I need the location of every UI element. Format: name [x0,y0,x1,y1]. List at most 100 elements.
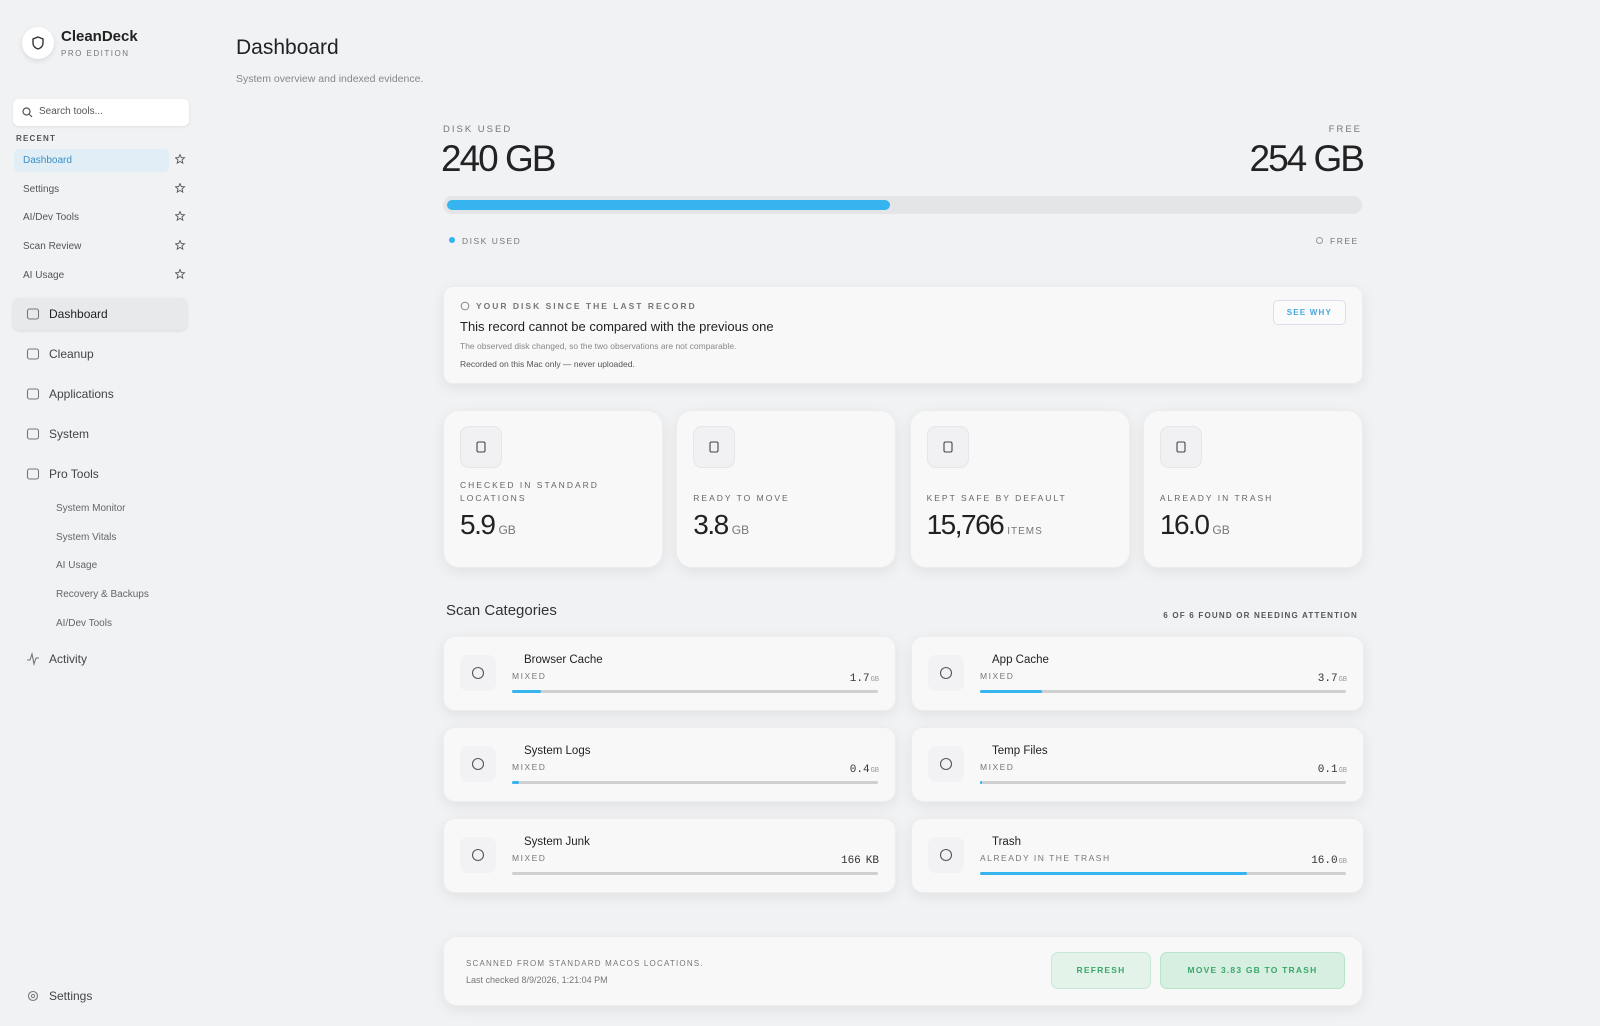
category-card[interactable]: App Cache MIXED 3.7GB [911,636,1364,711]
nav-item[interactable]: Pro Tools [13,458,187,490]
pro-tools-item[interactable]: Recovery & Backups [56,589,149,601]
recent-label: AI/Dev Tools [23,212,79,224]
stat-number: 16.0 [1159,509,1210,540]
icon [174,153,189,173]
size-value: 1.7 [849,673,870,685]
category-status: MIXED [980,762,1015,772]
icon [174,239,189,259]
category-card[interactable]: System Junk MIXED 166 KB [443,818,896,893]
record-note: Recorded on this Mac only — never upload… [460,359,635,369]
nav-label: Applications [49,387,114,401]
categories-title: Scan Categories [446,602,557,619]
app-name: CleanDeck [61,28,138,45]
disk-used-unit: GB [505,138,556,179]
pro-tools-item[interactable]: System Monitor [56,503,126,514]
stat-number: 5.9 [460,509,496,540]
icon-glyph [26,348,40,360]
sidebar: CleanDeck PRO EDITION Search tools... RE… [0,0,200,1026]
category-status: MIXED [512,762,547,772]
icon-glyph [26,468,40,480]
size-value: 16.0 [1311,855,1338,867]
category-bar-fill [980,872,1248,875]
nav-item[interactable]: System [13,418,187,450]
recent-heading: RECENT [16,134,57,143]
stat-unit: GB [1212,523,1230,537]
icon-glyph [174,182,186,193]
search-box[interactable]: Search tools... [13,99,189,126]
legend-free-dot [1316,237,1323,244]
category-bar-track [980,781,1346,784]
category-card[interactable]: Temp Files MIXED 0.1GB [911,727,1364,802]
recent-label: Settings [23,183,60,195]
category-card[interactable]: System Logs MIXED 0.4GB [443,727,896,802]
icon [26,989,40,1008]
stat-value: 3.8 GB [693,509,749,541]
icon-glyph [471,757,485,771]
recent-item[interactable]: Scan Review [14,235,169,258]
category-name: Trash [992,836,1021,848]
see-why-button[interactable]: SEE WHY [1272,300,1346,325]
icon-glyph [1176,441,1186,453]
size-value: 3.7 [1317,673,1338,685]
categories-summary: 6 OF 6 FOUND OR NEEDING ATTENTION [1163,611,1358,620]
disk-bar-track [443,196,1362,214]
icon [26,427,40,446]
legend-free: FREE [1330,236,1359,246]
page-subtitle: System overview and indexed evidence. [236,73,424,85]
stat-unit: GB [498,523,516,537]
disk-bar-fill [447,200,890,210]
recent-label: Dashboard [23,155,72,166]
category-bar-track [512,872,878,875]
refresh-button[interactable]: REFRESH [1051,952,1151,989]
icon [460,746,496,782]
move-to-trash-button[interactable]: MOVE 3.83 GB TO TRASH [1160,952,1345,989]
category-card[interactable]: Trash ALREADY IN THE TRASH 16.0GB [911,818,1364,893]
stat-label: ALREADY IN TRASH [1159,493,1274,503]
nav-label[interactable]: Activity [49,652,88,666]
recent-item[interactable]: Settings [14,178,169,201]
stat-card: READY TO MOVE 3.8 GB [676,410,897,568]
recent-item[interactable]: Dashboard [14,149,169,172]
stat-card: KEPT SAFE BY DEFAULT 15,766 ITEMS [909,410,1130,568]
icon-glyph [174,153,186,165]
icon-glyph [174,268,186,279]
footer-source: SCANNED FROM STANDARD MACOS LOCATIONS. [466,959,704,968]
icon-glyph [939,757,953,771]
category-bar-track [512,781,878,784]
category-card[interactable]: Browser Cache MIXED 1.7GB [443,636,896,711]
size-unit: GB [1338,676,1347,684]
pro-tools-item[interactable]: System Vitals [56,531,117,543]
category-status: MIXED [512,671,547,681]
category-size: 16.0GB [1311,850,1347,868]
icon-glyph [27,990,39,1002]
recent-item[interactable]: AI Usage [14,264,169,287]
nav-item[interactable]: Cleanup [13,338,187,370]
stat-card: ALREADY IN TRASH 16.0 GB [1142,410,1363,568]
pro-tools-item[interactable]: AI/Dev Tools [56,617,112,629]
icon [26,651,40,671]
stat-unit: GB [731,523,750,537]
icon-glyph [939,848,953,862]
stat-label: READY TO MOVE [693,493,790,503]
settings-link[interactable]: Settings [49,989,93,1003]
category-name: System Logs [524,745,591,757]
size-unit: KB [865,855,879,867]
recent-item[interactable]: AI/Dev Tools [14,206,169,229]
category-name: Browser Cache [524,654,603,666]
logo-icon [32,36,44,50]
icon-glyph [471,848,485,862]
category-bar-track [980,690,1346,693]
icon-glyph [943,441,953,453]
page-title: Dashboard [236,36,339,59]
pro-tools-item[interactable]: AI Usage [56,560,98,572]
stat-unit: ITEMS [1007,526,1043,537]
icon-glyph [476,441,486,453]
icon [26,467,40,486]
app-logo [22,27,54,59]
nav-item[interactable]: Applications [13,378,187,410]
nav-item[interactable]: Dashboard [13,298,187,330]
category-name: App Cache [992,654,1049,666]
disk-used-number: 240 [441,138,499,179]
icon-glyph [939,666,953,680]
